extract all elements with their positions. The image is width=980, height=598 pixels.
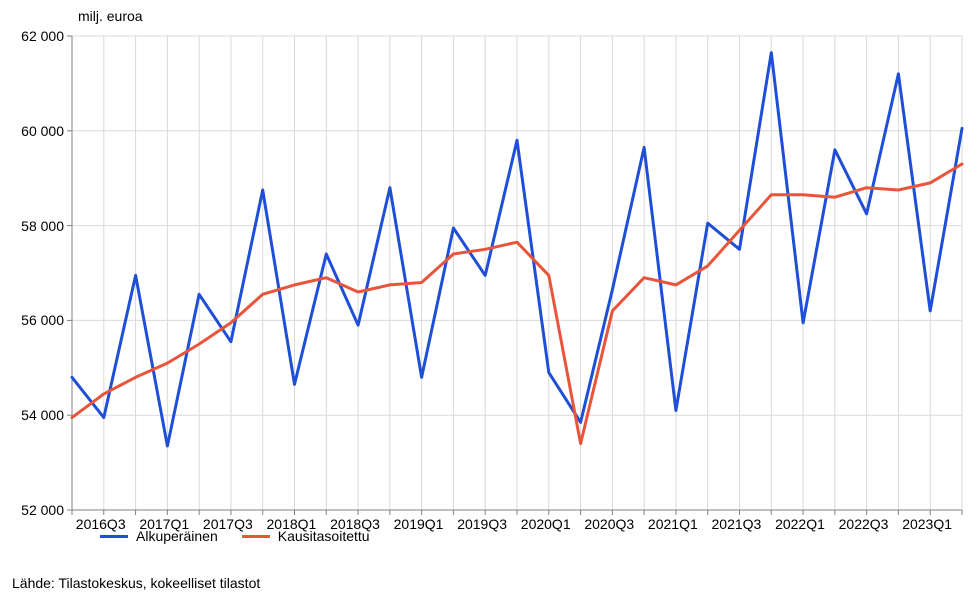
x-tick-label: 2023Q1 — [902, 516, 952, 532]
x-tick-label: 2019Q3 — [457, 516, 507, 532]
x-tick-label: 2020Q1 — [521, 516, 571, 532]
x-tick-label: 2020Q3 — [584, 516, 634, 532]
x-tick-label: 2021Q3 — [712, 516, 762, 532]
y-tick-label: 58 000 — [21, 218, 64, 234]
x-tick-label: 2021Q1 — [648, 516, 698, 532]
legend-label-seasonal: Kausitasoitettu — [278, 528, 370, 544]
source-label: Lähde: Tilastokeskus, kokeelliset tilast… — [12, 575, 260, 591]
chart-plot — [0, 0, 980, 598]
y-tick-label: 60 000 — [21, 123, 64, 139]
legend-label-original: Alkuperäinen — [136, 528, 218, 544]
legend-swatch-seasonal — [242, 535, 270, 538]
legend-swatch-original — [100, 535, 128, 538]
y-tick-label: 54 000 — [21, 407, 64, 423]
x-tick-label: 2022Q3 — [839, 516, 889, 532]
legend-item-original: Alkuperäinen — [100, 528, 218, 544]
legend: Alkuperäinen Kausitasoitettu — [100, 528, 370, 544]
y-tick-label: 56 000 — [21, 312, 64, 328]
y-tick-label: 52 000 — [21, 502, 64, 518]
x-tick-label: 2022Q1 — [775, 516, 825, 532]
y-tick-label: 62 000 — [21, 28, 64, 44]
chart-container: milj. euroa 52 00054 00056 00058 00060 0… — [0, 0, 980, 598]
x-tick-label: 2019Q1 — [394, 516, 444, 532]
legend-item-seasonal: Kausitasoitettu — [242, 528, 370, 544]
